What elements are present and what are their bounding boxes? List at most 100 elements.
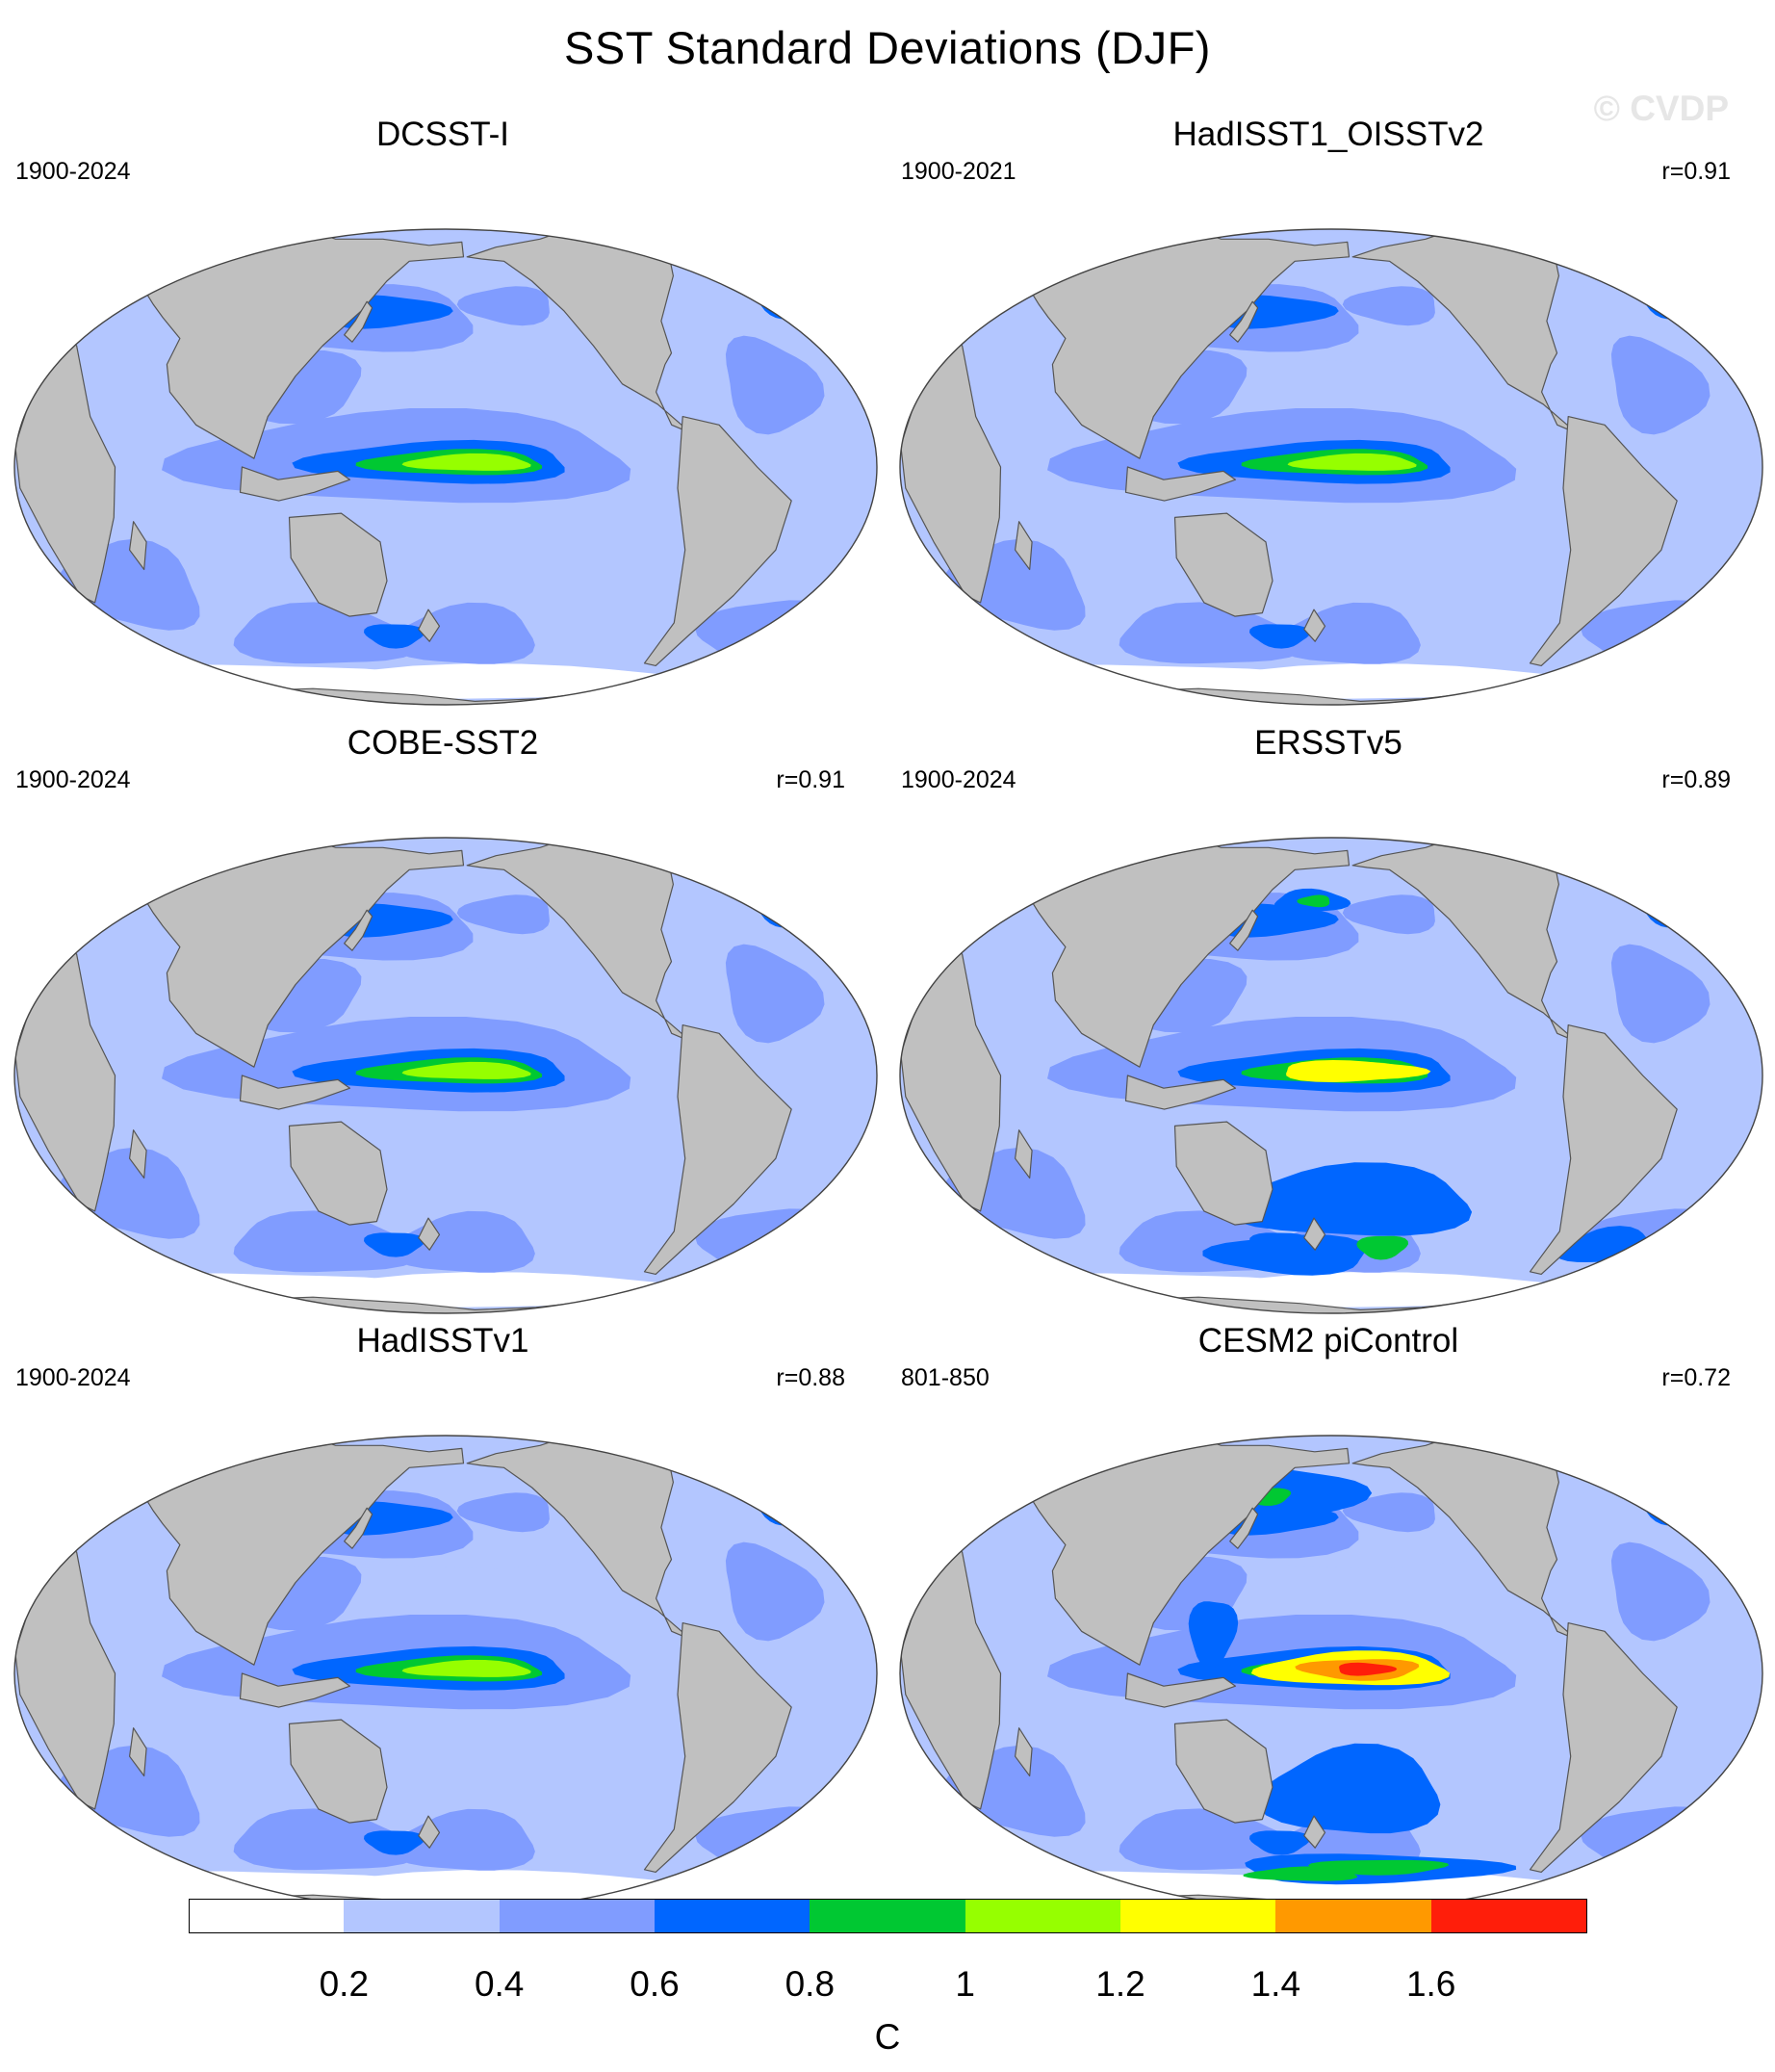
land-indonesia	[239, 1672, 351, 1708]
sst-map	[13, 837, 878, 1314]
sst-contour-region	[1249, 1830, 1311, 1855]
land-africa	[14, 326, 116, 604]
land-south-america	[1529, 416, 1678, 667]
sst-contour-region	[725, 1541, 825, 1642]
land-japan	[1229, 1507, 1259, 1549]
map-outline	[13, 228, 878, 706]
correlation-label: r=0.88	[776, 1364, 845, 1391]
panel-title: HadISST1_OISSTv2	[1172, 116, 1484, 153]
sst-contour-region	[401, 1659, 531, 1677]
panel-title: COBE-SST2	[347, 724, 539, 762]
colorbar-box	[965, 1899, 1121, 1933]
land-new-zealand	[1303, 1815, 1326, 1849]
sst-contour-region	[401, 453, 531, 471]
land-new-zealand	[1303, 1217, 1326, 1251]
colorbar-box	[810, 1899, 966, 1933]
sst-contour-region	[1287, 453, 1417, 471]
sst-contour-region	[456, 1492, 550, 1533]
land-north-america	[466, 1436, 692, 1641]
map-body	[900, 229, 1762, 705]
sst-contour-region	[1342, 894, 1435, 935]
panel-cesm2-picontrol: CESM2 piControl 801-850 r=0.72	[886, 1322, 1771, 1938]
sst-contour-region	[233, 602, 423, 664]
sst-contour-region	[1610, 944, 1711, 1044]
panel-dcsst-i: DCSST-I 1900-2024	[0, 116, 886, 732]
sst-contour-region	[1342, 286, 1435, 326]
period-label: 1900-2024	[15, 158, 131, 185]
sst-map	[13, 1435, 878, 1912]
sst-contour-region	[1119, 1808, 1308, 1871]
panel-title: DCSST-I	[375, 116, 510, 153]
land-new-zealand	[418, 609, 441, 642]
land-madagascar	[1015, 1727, 1033, 1777]
map-outline	[13, 837, 878, 1314]
colorbar-unit: C	[874, 2017, 901, 2057]
period-label: 1900-2021	[901, 158, 1016, 185]
land-japan	[344, 300, 373, 343]
sst-contour-region	[1297, 894, 1330, 908]
land-africa	[900, 935, 1002, 1212]
period-label: 1900-2024	[901, 766, 1016, 793]
sst-map	[899, 837, 1763, 1314]
panel-title: HadISSTv1	[356, 1322, 529, 1360]
panel-title: ERSSTv5	[1254, 724, 1402, 762]
period-label: 1900-2024	[15, 766, 131, 793]
land-madagascar	[1015, 1129, 1033, 1179]
colorbar-box	[1275, 1899, 1432, 1933]
sst-contour-region	[1257, 1743, 1441, 1834]
land-new-zealand	[1303, 609, 1326, 642]
land-australia	[288, 1121, 388, 1226]
colorbar-tick-label: 0.8	[785, 1964, 836, 2004]
land-north-america	[1351, 1436, 1578, 1641]
land-south-america	[643, 1024, 792, 1276]
period-label: 801-850	[901, 1364, 990, 1391]
sst-contour-region	[233, 1210, 423, 1273]
colorbar-tick-label: 1.4	[1250, 1964, 1301, 2004]
sst-contour-region	[1202, 1234, 1366, 1276]
land-indonesia	[239, 466, 351, 502]
land-indonesia	[239, 1075, 351, 1110]
land-madagascar	[129, 1129, 147, 1179]
land-north-america	[1351, 229, 1578, 434]
land-madagascar	[129, 1727, 147, 1777]
panel-hadisstv1: HadISSTv1 1900-2024 r=0.88	[0, 1322, 886, 1938]
sst-contour-region	[1610, 1541, 1711, 1642]
land-south-america	[643, 1622, 792, 1874]
period-label: 1900-2024	[15, 1364, 131, 1391]
land-australia	[1173, 512, 1273, 617]
colorbar-box	[189, 1899, 347, 1933]
land-indonesia	[1124, 466, 1237, 502]
map-outline	[899, 228, 1763, 706]
sst-contour-region	[401, 1061, 531, 1079]
land-indonesia	[1124, 1075, 1237, 1110]
land-japan	[1229, 300, 1259, 343]
sst-contour-region	[364, 1232, 425, 1257]
colorbar-box	[499, 1899, 656, 1933]
correlation-label: r=0.91	[1661, 158, 1731, 185]
sst-contour-region	[364, 624, 425, 649]
land-australia	[1173, 1121, 1273, 1226]
land-japan	[344, 909, 373, 951]
land-south-america	[643, 416, 792, 667]
land-new-zealand	[418, 1217, 441, 1251]
sst-contour-region	[1222, 1162, 1473, 1236]
colorbar	[189, 1899, 1587, 1933]
sst-contour-region	[1342, 1492, 1435, 1533]
land-madagascar	[1015, 521, 1033, 571]
sst-contour-region	[1610, 335, 1711, 435]
land-africa	[900, 326, 1002, 604]
land-madagascar	[129, 521, 147, 571]
land-new-zealand	[418, 1815, 441, 1849]
sst-contour-region	[1188, 1601, 1239, 1670]
colorbar-box	[344, 1899, 501, 1933]
panel-hadisst1-oisstv2: HadISST1_OISSTv2 1900-2021 r=0.91	[886, 116, 1771, 732]
sst-contour-region	[1286, 1060, 1431, 1082]
land-south-america	[1529, 1622, 1678, 1874]
land-africa	[14, 935, 116, 1212]
sst-contour-region	[1119, 602, 1308, 664]
sst-contour-region	[1243, 1866, 1358, 1881]
colorbar-box	[1430, 1899, 1587, 1933]
figure-title: SST Standard Deviations (DJF)	[564, 22, 1211, 73]
sst-contour-region	[1339, 1662, 1398, 1676]
land-south-america	[1529, 1024, 1678, 1276]
